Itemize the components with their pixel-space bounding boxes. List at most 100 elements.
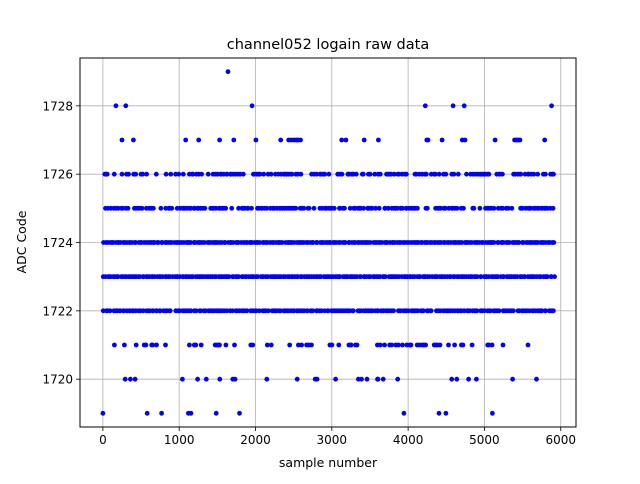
data-point bbox=[353, 171, 359, 177]
data-point bbox=[310, 240, 316, 245]
data-point bbox=[309, 342, 314, 348]
data-point bbox=[380, 376, 386, 382]
data-point bbox=[289, 171, 295, 177]
data-point bbox=[551, 240, 557, 245]
data-point bbox=[150, 342, 156, 348]
data-point bbox=[474, 308, 480, 314]
data-point bbox=[132, 376, 138, 382]
data-point bbox=[202, 240, 207, 245]
x-tick-label: 4000 bbox=[393, 433, 424, 447]
y-tick-label: 1724 bbox=[42, 236, 73, 250]
data-point bbox=[144, 410, 150, 416]
data-point bbox=[326, 171, 332, 177]
data-point bbox=[223, 342, 229, 348]
data-point bbox=[301, 205, 307, 211]
data-point bbox=[249, 103, 255, 109]
data-point bbox=[336, 342, 342, 348]
data-point bbox=[549, 103, 554, 109]
data-point bbox=[491, 205, 497, 211]
data-point bbox=[491, 240, 497, 245]
data-point bbox=[401, 410, 407, 416]
data-point bbox=[154, 342, 159, 348]
data-point bbox=[230, 308, 235, 314]
data-point bbox=[360, 171, 366, 177]
data-point bbox=[423, 171, 429, 177]
data-point bbox=[525, 342, 531, 348]
data-point bbox=[474, 376, 479, 382]
data-point bbox=[451, 171, 457, 177]
data-point bbox=[446, 342, 451, 348]
data-point bbox=[240, 171, 246, 177]
data-point bbox=[278, 308, 283, 314]
data-point bbox=[205, 171, 211, 177]
data-point bbox=[377, 171, 383, 177]
data-point bbox=[226, 274, 232, 280]
data-point bbox=[364, 376, 370, 382]
data-point bbox=[329, 342, 335, 348]
data-point bbox=[350, 308, 356, 314]
data-point bbox=[425, 137, 431, 143]
points-layer bbox=[100, 69, 557, 416]
data-point bbox=[180, 171, 186, 177]
data-point bbox=[506, 205, 511, 211]
data-point bbox=[490, 410, 495, 416]
data-point bbox=[511, 308, 516, 314]
data-point bbox=[144, 171, 150, 177]
data-point bbox=[489, 342, 495, 348]
x-tick-label: 3000 bbox=[317, 433, 348, 447]
data-point bbox=[264, 205, 270, 211]
data-point bbox=[126, 171, 131, 177]
data-point bbox=[509, 205, 515, 211]
data-point bbox=[354, 342, 360, 348]
data-point bbox=[314, 376, 320, 382]
data-point bbox=[167, 308, 173, 314]
data-point bbox=[439, 137, 445, 143]
data-point bbox=[375, 376, 381, 382]
data-point bbox=[391, 308, 396, 314]
data-point bbox=[551, 308, 556, 314]
data-point bbox=[122, 376, 128, 382]
data-point bbox=[369, 205, 375, 211]
data-point bbox=[373, 205, 378, 211]
data-point bbox=[461, 103, 467, 109]
data-point bbox=[188, 240, 194, 245]
data-point bbox=[400, 342, 405, 348]
data-point bbox=[542, 137, 548, 143]
data-point bbox=[249, 205, 254, 211]
x-tick-label: 6000 bbox=[545, 433, 576, 447]
data-point bbox=[464, 171, 469, 177]
data-point bbox=[486, 171, 492, 177]
data-point bbox=[140, 171, 146, 177]
data-point bbox=[224, 171, 230, 177]
data-point bbox=[245, 205, 251, 211]
data-point bbox=[196, 137, 202, 143]
data-point bbox=[237, 410, 242, 416]
data-point bbox=[423, 342, 428, 348]
x-axis-label: sample number bbox=[279, 455, 378, 470]
data-point bbox=[359, 376, 364, 382]
data-point bbox=[454, 205, 460, 211]
data-point bbox=[408, 342, 414, 348]
data-point bbox=[436, 171, 442, 177]
data-point bbox=[361, 137, 367, 143]
data-point bbox=[459, 240, 465, 245]
data-point bbox=[545, 274, 550, 280]
data-point bbox=[539, 308, 545, 314]
data-point bbox=[433, 171, 438, 177]
data-point bbox=[389, 342, 395, 348]
data-point bbox=[506, 240, 512, 245]
data-point bbox=[500, 342, 506, 348]
data-point bbox=[325, 308, 331, 314]
data-point bbox=[404, 171, 409, 177]
data-point bbox=[400, 205, 405, 211]
data-point bbox=[107, 308, 113, 314]
data-point bbox=[156, 240, 161, 245]
data-point bbox=[322, 171, 328, 177]
data-point bbox=[229, 205, 235, 211]
data-point bbox=[255, 274, 261, 280]
data-point bbox=[531, 171, 537, 177]
data-point bbox=[376, 137, 381, 143]
data-point bbox=[466, 376, 471, 382]
